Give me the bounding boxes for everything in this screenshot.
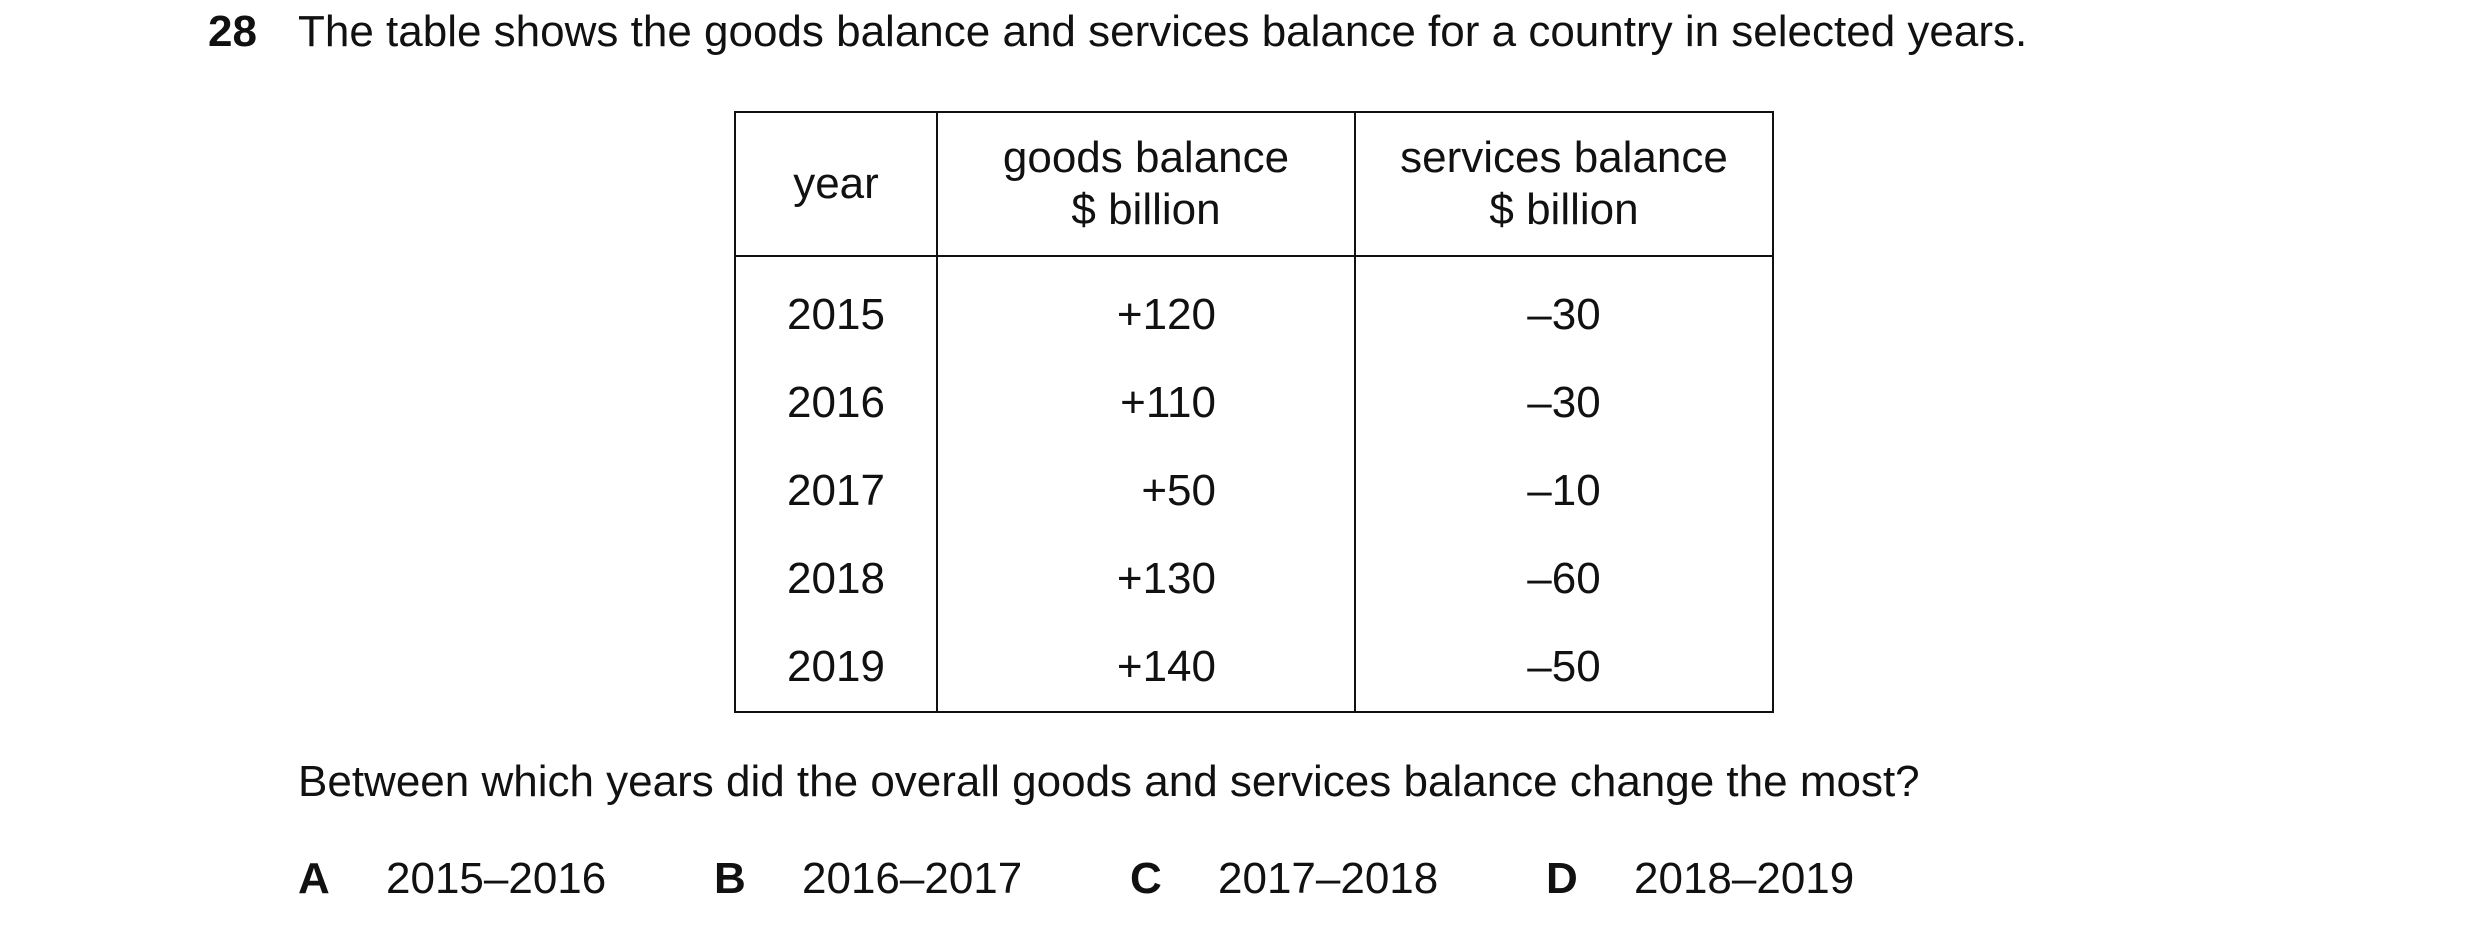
cell-goods-value: +130: [1116, 554, 1216, 603]
cell-goods: +50: [936, 447, 1356, 535]
option-text: 2016–2017: [802, 854, 1023, 903]
cell-services: –10: [1354, 447, 1774, 535]
cell-goods: +140: [936, 623, 1356, 713]
cell-goods-value: +120: [1116, 290, 1216, 339]
header-goods-line2: $ billion: [1071, 185, 1221, 234]
header-services-line1: services balance: [1400, 133, 1728, 182]
table-row: 2018 +130 –60: [734, 535, 1774, 623]
option-letter: C: [1130, 854, 1162, 903]
cell-goods: +130: [936, 535, 1356, 623]
header-year: year: [734, 111, 938, 257]
table-row: 2019 +140 –50: [734, 623, 1774, 713]
balance-table: year goods balance $ billion services ba…: [734, 111, 1774, 713]
cell-goods-value: +140: [1116, 642, 1216, 691]
table-row: 2016 +110 –30: [734, 359, 1774, 447]
cell-services: –30: [1354, 256, 1774, 359]
table-row: 2017 +50 –10: [734, 447, 1774, 535]
header-goods-line1: goods balance: [1002, 133, 1290, 182]
option-letter: B: [714, 854, 746, 903]
cell-goods: +120: [936, 256, 1356, 359]
cell-services: –60: [1354, 535, 1774, 623]
cell-year: 2015: [734, 256, 938, 359]
cell-goods-value: +50: [1141, 466, 1216, 515]
option-letter: D: [1546, 854, 1578, 903]
option-text: 2018–2019: [1634, 854, 1855, 903]
question-text: The table shows the goods balance and se…: [298, 7, 2028, 56]
option-text: 2015–2016: [386, 854, 607, 903]
cell-year: 2019: [734, 623, 938, 713]
cell-year: 2018: [734, 535, 938, 623]
cell-year: 2016: [734, 359, 938, 447]
cell-goods: +110: [936, 359, 1356, 447]
header-goods-balance: goods balance $ billion: [936, 111, 1356, 257]
header-services-balance: services balance $ billion: [1354, 111, 1774, 257]
header-services-line2: $ billion: [1489, 185, 1639, 234]
header-year-label: year: [793, 159, 879, 208]
table-header-row: year goods balance $ billion services ba…: [734, 111, 1774, 257]
question-number: 28: [208, 7, 257, 56]
cell-services: –30: [1354, 359, 1774, 447]
cell-goods-value: +110: [1120, 378, 1216, 427]
table-row: 2015 +120 –30: [734, 256, 1774, 359]
option-text: 2017–2018: [1218, 854, 1439, 903]
cell-services: –50: [1354, 623, 1774, 713]
question-prompt: Between which years did the overall good…: [298, 757, 1920, 806]
option-letter: A: [298, 854, 330, 903]
cell-year: 2017: [734, 447, 938, 535]
